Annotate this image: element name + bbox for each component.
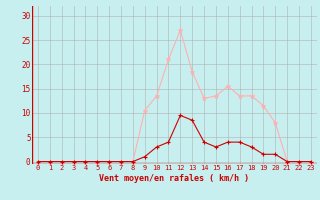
X-axis label: Vent moyen/en rafales ( km/h ): Vent moyen/en rafales ( km/h ) <box>100 174 249 183</box>
